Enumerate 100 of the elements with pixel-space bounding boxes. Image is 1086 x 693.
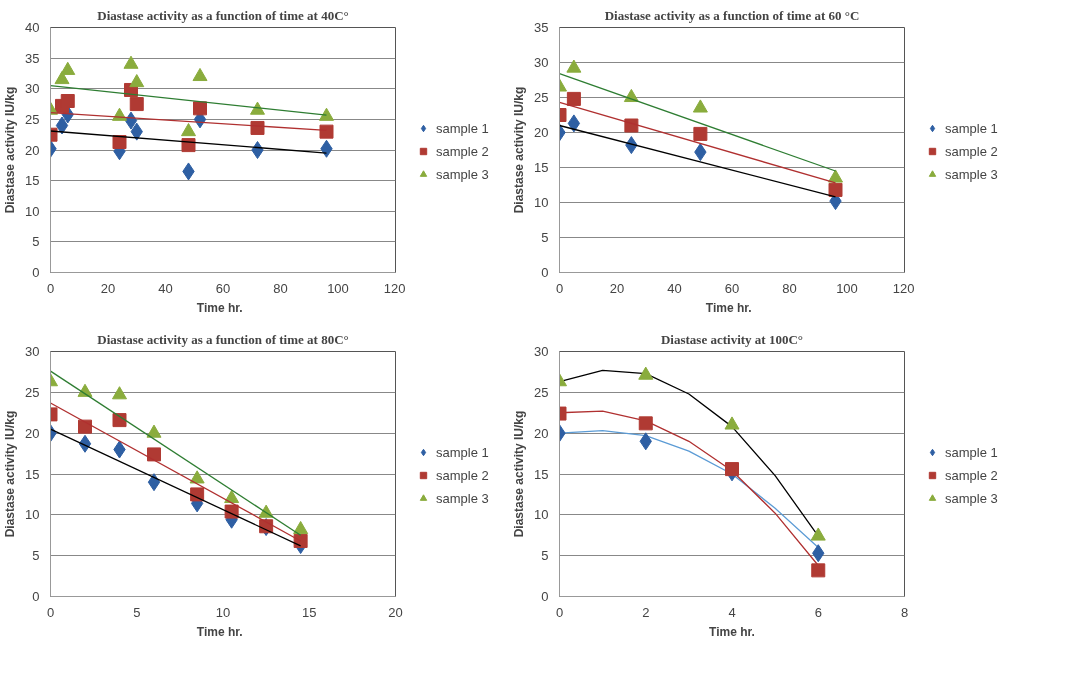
legend-label: sample 3 bbox=[436, 166, 489, 182]
x-tick-label: 0 bbox=[555, 280, 564, 296]
point bbox=[319, 124, 334, 139]
legend-label: sample 3 bbox=[945, 166, 998, 182]
y-tick-label: 20 bbox=[25, 142, 40, 158]
point bbox=[60, 61, 76, 75]
y-tick-label: 25 bbox=[25, 111, 40, 127]
x-tick-label: 15 bbox=[302, 604, 317, 620]
x-tick-label: 20 bbox=[388, 604, 403, 620]
x-axis-title: Time hr. bbox=[709, 624, 755, 639]
point bbox=[55, 116, 69, 135]
point bbox=[319, 107, 334, 121]
y-axis-title: Diastase activity IU/kg bbox=[512, 410, 527, 538]
y-tick-label: 35 bbox=[25, 50, 40, 66]
point bbox=[147, 447, 161, 462]
y-tick-label: 0 bbox=[541, 589, 549, 604]
point bbox=[251, 141, 264, 159]
legend-label: sample 2 bbox=[945, 467, 998, 483]
y-tick-label: 5 bbox=[32, 548, 40, 564]
y-tick-label: 10 bbox=[534, 507, 549, 523]
x-tick-label: 100 bbox=[836, 280, 858, 296]
point bbox=[129, 97, 144, 112]
y-tick-label: 15 bbox=[534, 466, 549, 482]
y-tick-label: 0 bbox=[541, 265, 549, 280]
point bbox=[193, 101, 207, 116]
x-tick-label: 60 bbox=[724, 280, 740, 296]
y-tick-label: 25 bbox=[25, 384, 40, 400]
x-tick-label: 100 bbox=[327, 280, 349, 296]
point bbox=[724, 416, 740, 430]
y-tick-label: 30 bbox=[534, 55, 549, 70]
point bbox=[224, 489, 240, 504]
legend-label: sample 1 bbox=[436, 444, 489, 460]
legend-label: sample 3 bbox=[945, 490, 998, 506]
y-tick-label: 0 bbox=[32, 265, 40, 280]
point bbox=[692, 99, 708, 113]
point bbox=[638, 416, 653, 431]
point bbox=[54, 70, 70, 85]
y-tick-label: 40 bbox=[25, 20, 40, 35]
y-tick-label: 10 bbox=[25, 507, 40, 523]
y-tick-label: 30 bbox=[25, 344, 40, 359]
point bbox=[624, 118, 639, 133]
chart-title: Diastase activity as a function of time at 60 °C bbox=[604, 7, 860, 23]
legend-label: sample 2 bbox=[436, 467, 489, 483]
point bbox=[811, 563, 826, 578]
point bbox=[129, 74, 145, 88]
x-tick-label: 8 bbox=[900, 604, 909, 620]
legend-label: sample 1 bbox=[436, 120, 489, 136]
y-tick-label: 15 bbox=[25, 466, 40, 482]
x-tick-label: 10 bbox=[215, 604, 231, 620]
point bbox=[78, 419, 92, 434]
y-tick-label: 25 bbox=[534, 90, 549, 105]
chart-title: Diastase activity as a function of time at 80C° bbox=[97, 331, 349, 347]
point bbox=[638, 366, 654, 380]
x-tick-label: 0 bbox=[46, 280, 55, 296]
x-tick-label: 120 bbox=[383, 280, 406, 296]
point bbox=[566, 91, 581, 106]
point bbox=[112, 386, 127, 400]
chart-title: Diastase activity at 100C° bbox=[660, 331, 804, 347]
y-tick-label: 15 bbox=[25, 173, 40, 189]
y-tick-label: 20 bbox=[534, 125, 549, 140]
y-tick-label: 20 bbox=[25, 425, 40, 441]
x-tick-label: 80 bbox=[273, 280, 288, 296]
y-tick-label: 10 bbox=[25, 203, 40, 219]
point bbox=[293, 533, 308, 548]
x-tick-label: 120 bbox=[892, 280, 915, 296]
legend-label: sample 2 bbox=[436, 143, 489, 159]
y-tick-label: 5 bbox=[32, 234, 40, 250]
legend-label: sample 3 bbox=[436, 490, 489, 506]
x-tick-label: 5 bbox=[133, 604, 141, 620]
y-tick-label: 30 bbox=[534, 344, 549, 359]
legend-label: sample 1 bbox=[945, 444, 998, 460]
x-tick-label: 40 bbox=[158, 280, 173, 296]
y-axis-title: Diastase activity IU/kg bbox=[3, 86, 18, 214]
y-axis-title: Diastase activity IU/kg bbox=[3, 410, 18, 538]
x-axis-title: Time hr. bbox=[196, 300, 243, 315]
point bbox=[181, 123, 196, 137]
point bbox=[60, 94, 75, 108]
x-tick-label: 4 bbox=[728, 604, 736, 620]
point bbox=[112, 413, 127, 428]
y-tick-label: 35 bbox=[534, 20, 549, 35]
point bbox=[112, 135, 127, 150]
point bbox=[250, 101, 265, 115]
x-tick-label: 20 bbox=[609, 280, 625, 296]
x-tick-label: 80 bbox=[782, 280, 797, 296]
x-tick-label: 40 bbox=[667, 280, 682, 296]
legend-label: sample 2 bbox=[945, 143, 998, 159]
y-tick-label: 30 bbox=[25, 81, 40, 97]
point bbox=[123, 55, 139, 69]
y-tick-label: 25 bbox=[534, 384, 549, 400]
point bbox=[566, 59, 582, 73]
y-tick-label: 15 bbox=[534, 160, 549, 175]
point bbox=[725, 462, 739, 477]
point bbox=[693, 126, 708, 141]
x-axis-title: Time hr. bbox=[196, 624, 243, 639]
y-tick-label: 20 bbox=[534, 425, 549, 441]
y-tick-label: 5 bbox=[541, 230, 549, 245]
y-tick-label: 5 bbox=[541, 548, 549, 564]
x-tick-label: 0 bbox=[46, 604, 55, 620]
y-tick-label: 10 bbox=[534, 195, 549, 210]
x-tick-label: 60 bbox=[215, 280, 231, 296]
